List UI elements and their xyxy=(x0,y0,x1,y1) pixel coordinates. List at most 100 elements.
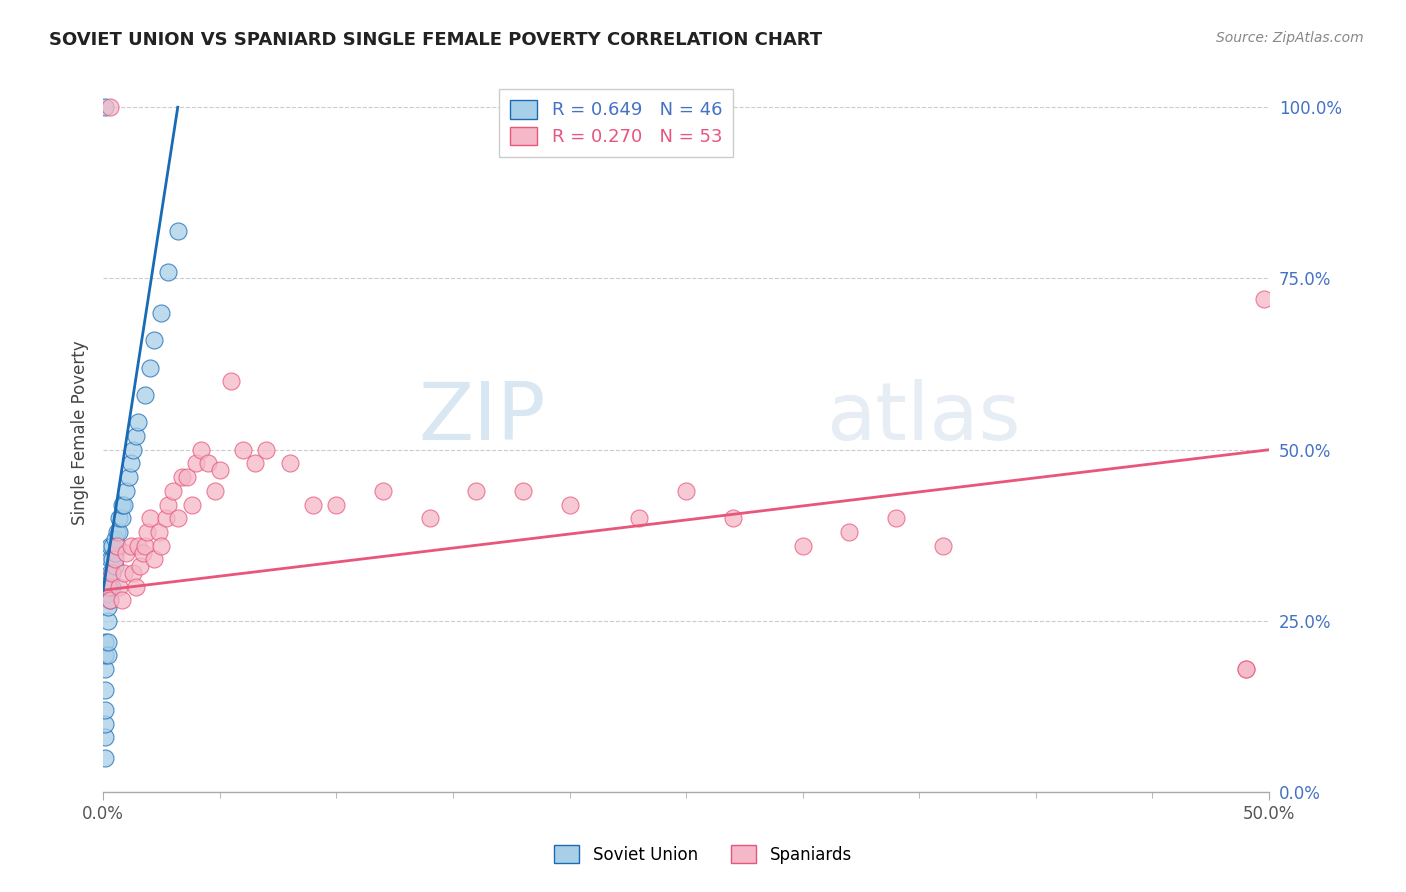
Point xyxy=(180,498,202,512)
Point xyxy=(127,539,149,553)
Point xyxy=(155,511,177,525)
Point xyxy=(166,223,188,237)
Point xyxy=(97,580,120,594)
Point xyxy=(1234,662,1257,676)
Point xyxy=(97,573,120,587)
Point xyxy=(98,539,121,553)
Point xyxy=(104,552,127,566)
Point xyxy=(94,100,117,114)
Text: ZIP: ZIP xyxy=(419,379,546,458)
Point xyxy=(111,593,134,607)
Point xyxy=(558,498,581,512)
Point xyxy=(101,566,124,580)
Point xyxy=(208,463,231,477)
Point xyxy=(125,429,148,443)
Point xyxy=(98,593,121,607)
Point xyxy=(127,415,149,429)
Y-axis label: Single Female Poverty: Single Female Poverty xyxy=(72,341,89,525)
Point xyxy=(931,539,953,553)
Point xyxy=(94,648,117,663)
Point xyxy=(108,580,131,594)
Point xyxy=(97,634,120,648)
Legend: R = 0.649   N = 46, R = 0.270   N = 53: R = 0.649 N = 46, R = 0.270 N = 53 xyxy=(499,89,733,157)
Point xyxy=(101,539,124,553)
Point xyxy=(105,539,128,553)
Point xyxy=(190,442,212,457)
Point xyxy=(512,483,534,498)
Point xyxy=(112,566,135,580)
Point xyxy=(97,600,120,615)
Point xyxy=(371,483,394,498)
Point xyxy=(792,539,814,553)
Point xyxy=(112,498,135,512)
Point xyxy=(94,731,117,745)
Point xyxy=(143,552,166,566)
Point xyxy=(132,545,155,559)
Point xyxy=(97,648,120,663)
Point xyxy=(98,566,121,580)
Point xyxy=(721,511,744,525)
Point xyxy=(120,457,142,471)
Point xyxy=(675,483,697,498)
Point xyxy=(162,483,184,498)
Text: atlas: atlas xyxy=(825,379,1021,458)
Point xyxy=(134,539,156,553)
Point xyxy=(157,498,180,512)
Point xyxy=(94,751,117,765)
Point xyxy=(94,703,117,717)
Point xyxy=(105,539,128,553)
Point xyxy=(143,333,166,347)
Point xyxy=(172,470,194,484)
Point xyxy=(115,483,138,498)
Point xyxy=(97,614,120,628)
Point xyxy=(150,306,173,320)
Point xyxy=(108,511,131,525)
Point xyxy=(94,682,117,697)
Point xyxy=(94,716,117,731)
Point xyxy=(104,532,127,546)
Point xyxy=(186,457,208,471)
Point xyxy=(97,586,120,600)
Point xyxy=(1234,662,1257,676)
Point xyxy=(104,545,127,559)
Point xyxy=(204,483,226,498)
Point xyxy=(419,511,441,525)
Point xyxy=(111,498,134,512)
Point xyxy=(139,511,162,525)
Point xyxy=(157,265,180,279)
Point xyxy=(1253,292,1275,306)
Point xyxy=(104,559,127,574)
Point xyxy=(111,511,134,525)
Point xyxy=(139,360,162,375)
Point xyxy=(125,580,148,594)
Point xyxy=(94,662,117,676)
Point xyxy=(197,457,219,471)
Point xyxy=(278,457,301,471)
Point xyxy=(302,498,325,512)
Point xyxy=(628,511,651,525)
Point xyxy=(98,580,121,594)
Point xyxy=(108,524,131,539)
Point xyxy=(98,100,121,114)
Point xyxy=(243,457,266,471)
Point xyxy=(465,483,488,498)
Point xyxy=(101,566,124,580)
Point xyxy=(232,442,254,457)
Point xyxy=(120,539,142,553)
Point xyxy=(134,388,156,402)
Legend: Soviet Union, Spaniards: Soviet Union, Spaniards xyxy=(548,838,858,871)
Point xyxy=(136,524,159,539)
Point xyxy=(884,511,907,525)
Point xyxy=(148,524,170,539)
Point xyxy=(176,470,198,484)
Text: SOVIET UNION VS SPANIARD SINGLE FEMALE POVERTY CORRELATION CHART: SOVIET UNION VS SPANIARD SINGLE FEMALE P… xyxy=(49,31,823,49)
Point xyxy=(118,470,141,484)
Point xyxy=(254,442,277,457)
Point xyxy=(101,580,124,594)
Point xyxy=(98,593,121,607)
Point xyxy=(122,566,145,580)
Point xyxy=(150,539,173,553)
Point xyxy=(838,524,860,539)
Point xyxy=(129,559,152,574)
Point xyxy=(115,545,138,559)
